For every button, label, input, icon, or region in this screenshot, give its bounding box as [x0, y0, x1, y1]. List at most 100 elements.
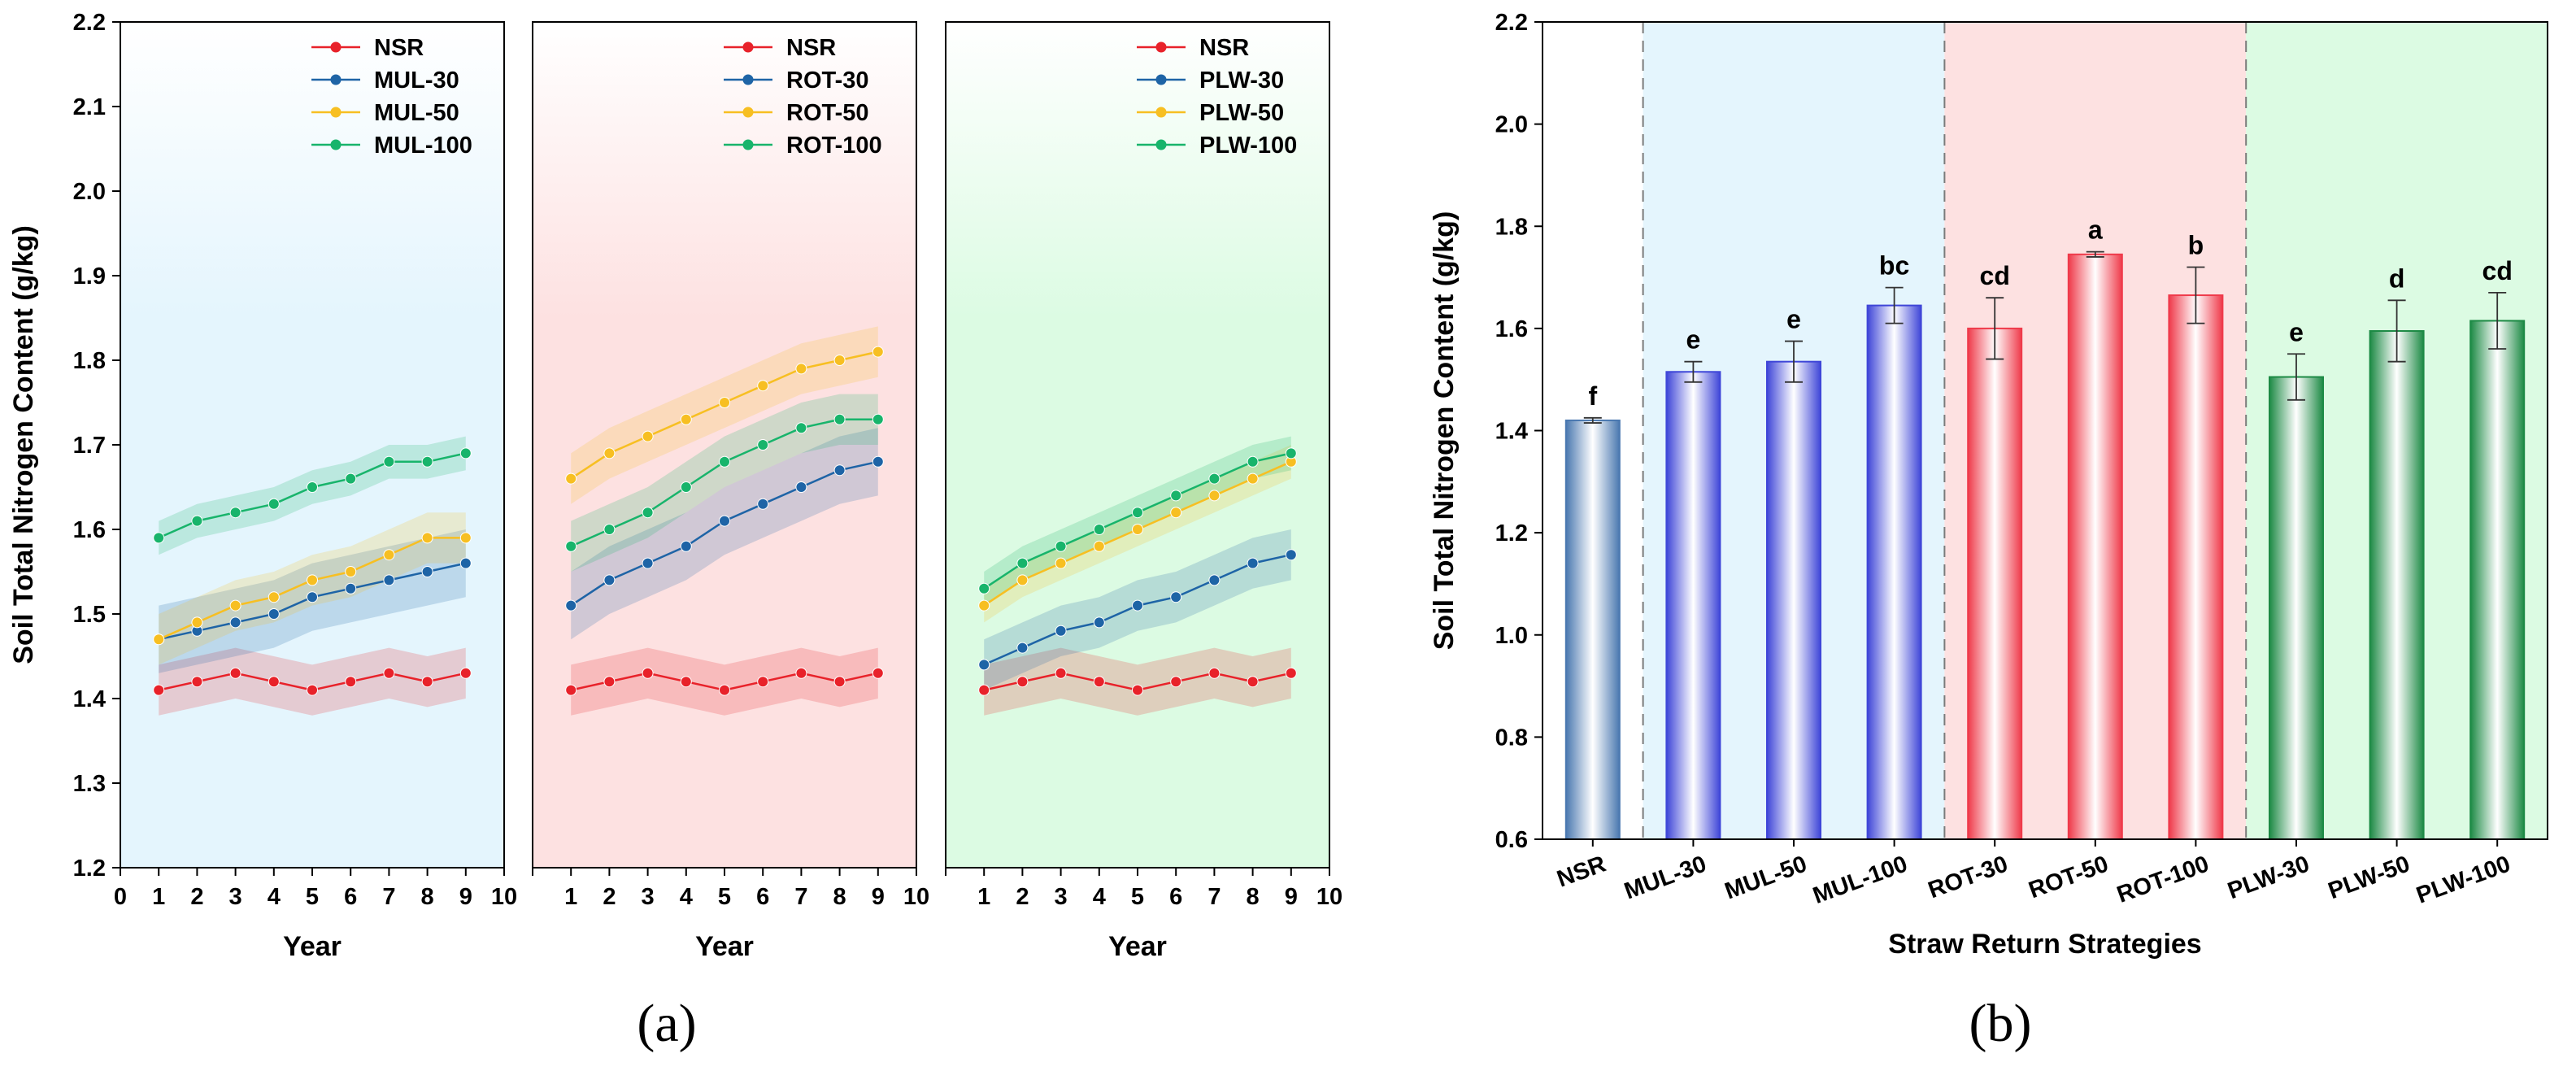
y-tick-label-a: 2.2	[73, 10, 106, 36]
y-axis-title-b: Soil Total Nitrogen Content (g/kg)	[1429, 211, 1460, 651]
legend-marker	[742, 107, 754, 118]
x-tick-label: 4	[1093, 884, 1106, 910]
data-point-mul-50	[268, 591, 280, 603]
data-point-mul-100	[459, 447, 472, 459]
data-point-nsr	[719, 684, 730, 696]
line-panel-rot: 1 2 3 4 5 6 7 8 9 10 Year NSR ROT-30 ROT-50 ROT-100	[532, 21, 929, 962]
y-tick-label-a: 1.7	[73, 433, 106, 459]
x-tick-label: 10	[1316, 884, 1342, 910]
x-tick-label: 8	[1247, 884, 1260, 910]
x-tick-label: 2	[190, 884, 203, 910]
data-point-rot-50	[603, 447, 616, 459]
data-point-rot-30	[603, 574, 616, 586]
data-point-mul-100	[191, 515, 203, 527]
significance-letter: e	[2289, 317, 2304, 346]
data-point-rot-100	[719, 455, 730, 468]
x-tick-label-b: ROT-50	[2026, 851, 2112, 904]
legend-marker	[742, 139, 754, 150]
data-point-nsr	[872, 667, 884, 679]
legend-label: ROT-50	[786, 100, 869, 126]
x-tick-label-b: ROT-30	[1925, 851, 2011, 904]
data-point-rot-50	[642, 430, 654, 442]
y-tick-label-a: 2.0	[73, 179, 106, 205]
data-point-plw-30	[1208, 574, 1221, 586]
x-tick-label-b: MUL-50	[1721, 851, 1810, 905]
x-tick-label: 4	[268, 884, 281, 910]
x-tick-label: 1	[152, 884, 165, 910]
data-point-nsr	[833, 676, 846, 688]
data-point-mul-30	[229, 616, 242, 629]
x-tick-label: 7	[382, 884, 395, 910]
data-point-mul-30	[345, 582, 357, 594]
data-point-mul-50	[153, 633, 165, 646]
bar-rot-30	[1967, 327, 2023, 840]
bar-mul-100	[1866, 304, 1922, 840]
significance-letter: a	[2088, 216, 2103, 245]
x-tick-label: 7	[1208, 884, 1221, 910]
data-point-rot-30	[795, 481, 807, 493]
data-point-plw-30	[1132, 599, 1143, 612]
x-tick-label: 2	[603, 884, 616, 910]
data-point-rot-100	[872, 413, 884, 425]
chart-b-bar-chart: f NSR e MUL-30 e MUL-50 bc MUL-100 cd ROT-30 a ROT-…	[1429, 10, 2548, 960]
data-point-nsr	[459, 667, 472, 679]
y-tick-label-a: 1.4	[73, 686, 106, 712]
data-point-mul-100	[421, 455, 433, 468]
data-point-nsr	[757, 676, 769, 688]
x-tick-label: 3	[642, 884, 655, 910]
x-tick-label-b: MUL-30	[1621, 851, 1709, 905]
x-tick-label: 9	[1285, 884, 1298, 910]
bar-plw-30	[2269, 376, 2324, 840]
data-point-nsr	[345, 676, 357, 688]
panel-background	[120, 22, 504, 868]
x-tick-label: 10	[491, 884, 517, 910]
data-point-rot-100	[642, 507, 654, 519]
panel-background	[533, 22, 916, 868]
data-point-nsr	[603, 676, 616, 688]
significance-letter: d	[2389, 263, 2405, 293]
data-point-nsr	[1285, 667, 1297, 679]
data-point-nsr	[565, 684, 577, 696]
legend-marker	[1155, 139, 1167, 150]
data-point-nsr	[1055, 667, 1067, 679]
data-point-mul-30	[268, 608, 280, 620]
data-point-plw-30	[1247, 557, 1259, 569]
panel-label-b: (b)	[1969, 994, 2032, 1053]
data-point-plw-50	[978, 599, 990, 612]
x-tick-label: 10	[903, 884, 929, 910]
y-tick-label-a: 1.8	[73, 348, 106, 374]
data-point-plw-30	[1055, 625, 1067, 637]
data-point-rot-100	[565, 540, 577, 552]
data-point-nsr	[642, 667, 654, 679]
data-point-plw-100	[1208, 472, 1221, 485]
data-point-mul-50	[191, 616, 203, 629]
data-point-plw-100	[1285, 447, 1297, 459]
y-tick-label-a: 2.1	[73, 94, 106, 120]
legend-label: MUL-30	[374, 67, 459, 94]
data-point-mul-50	[229, 599, 242, 612]
x-axis-title: Year	[1108, 931, 1167, 962]
data-point-mul-50	[345, 566, 357, 577]
data-point-nsr	[1093, 676, 1105, 688]
panel-label-a: (a)	[637, 994, 696, 1053]
data-point-mul-100	[383, 455, 395, 468]
data-point-rot-50	[872, 346, 884, 358]
data-point-nsr	[421, 676, 433, 688]
x-axis-title-b: Straw Return Strategies	[1888, 929, 2201, 960]
data-point-plw-50	[1093, 540, 1105, 552]
x-tick-label: 3	[1055, 884, 1068, 910]
legend-marker	[330, 107, 342, 118]
legend-label: PLW-30	[1199, 67, 1284, 94]
x-axis-title: Year	[695, 931, 754, 962]
data-point-nsr	[1132, 684, 1143, 696]
data-point-mul-100	[345, 472, 357, 485]
legend-label: PLW-50	[1199, 100, 1284, 126]
x-tick-label: 5	[306, 884, 319, 910]
legend-marker	[742, 74, 754, 85]
legend-label: MUL-50	[374, 100, 459, 126]
data-point-mul-100	[307, 481, 318, 493]
confidence-band-nsr	[159, 647, 466, 716]
data-point-plw-50	[1132, 524, 1143, 535]
data-point-nsr	[191, 676, 203, 688]
x-tick-label-b: PLW-30	[2225, 851, 2313, 905]
